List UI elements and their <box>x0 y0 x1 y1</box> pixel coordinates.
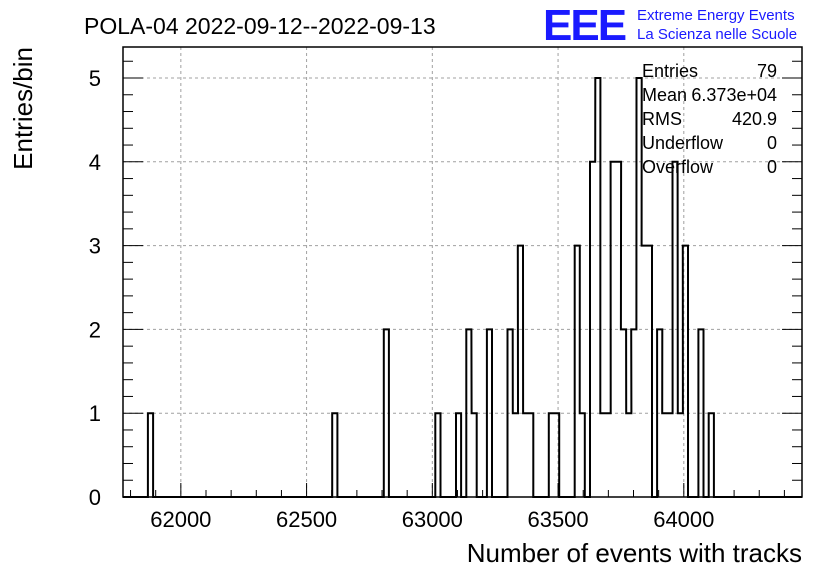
x-tick-labels: 62000 62500 63000 63500 64000 <box>150 507 714 532</box>
x-tick-label: 63000 <box>402 507 463 532</box>
y-axis-label: Entries/bin <box>8 47 38 170</box>
stats-label-rms: RMS <box>642 109 682 129</box>
x-axis-label: Number of events with tracks <box>467 538 802 568</box>
plot-frame <box>122 46 803 498</box>
y-tick-label: 2 <box>89 317 101 342</box>
eee-logo: EEE Extreme Energy Events La Scienza nel… <box>543 1 797 50</box>
grid-lines <box>123 47 802 497</box>
stats-value-overflow: 0 <box>767 157 777 177</box>
y-tick-labels: 0 1 2 3 4 5 <box>89 66 101 510</box>
x-tick-label: 63500 <box>527 507 588 532</box>
y-tick-label: 0 <box>89 485 101 510</box>
histogram-line <box>123 77 802 498</box>
stats-value-rms: 420.9 <box>732 109 777 129</box>
stats-label-mean: Mean <box>642 85 687 105</box>
y-tick-label: 1 <box>89 401 101 426</box>
stats-label-overflow: Overflow <box>642 157 714 177</box>
y-tick-label: 4 <box>89 150 101 175</box>
x-tick-label: 62000 <box>150 507 211 532</box>
logo-mark: EEE <box>543 1 626 50</box>
logo-line1: Extreme Energy Events <box>637 7 795 24</box>
stats-box: Entries 79 Mean 6.373e+04 RMS 420.9 Underflow 0… <box>642 61 777 177</box>
logo-line2: La Scienza nelle Scuole <box>637 26 797 43</box>
x-tick-label: 62500 <box>276 507 337 532</box>
x-tick-label: 64000 <box>653 507 714 532</box>
stats-value-underflow: 0 <box>767 133 777 153</box>
stats-label-entries: Entries <box>642 61 698 81</box>
y-tick-label: 5 <box>89 66 101 91</box>
stats-label-underflow: Underflow <box>642 133 724 153</box>
y-tick-label: 3 <box>89 234 101 259</box>
axis-ticks <box>123 60 802 498</box>
chart-title: POLA-04 2022-09-12--2022-09-13 <box>84 13 436 39</box>
stats-value-entries: 79 <box>757 61 777 81</box>
stats-value-mean: 6.373e+04 <box>691 85 777 105</box>
